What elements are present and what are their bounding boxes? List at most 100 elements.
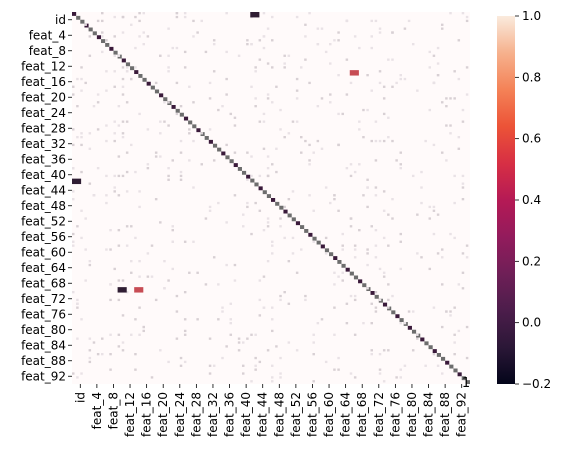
diagonal-cell — [92, 31, 97, 36]
heatmap-cell — [374, 229, 378, 232]
heatmap-cell — [212, 256, 216, 259]
heatmap-cell — [121, 349, 125, 352]
heatmap-cell — [440, 283, 444, 286]
heatmap-cell — [167, 360, 170, 364]
heatmap-cell — [125, 190, 129, 193]
heatmap-cell — [262, 35, 266, 38]
diagonal-cell — [420, 337, 425, 342]
heatmap-cell — [171, 46, 174, 50]
heatmap-cell — [167, 101, 170, 104]
heatmap-cell — [117, 229, 121, 232]
diagonal-cell — [101, 39, 106, 44]
heatmap-cell — [387, 58, 390, 61]
heatmap-cell — [130, 333, 133, 336]
heatmap-cell — [72, 291, 75, 294]
heatmap-cell — [416, 89, 419, 92]
heatmap-cell — [254, 356, 257, 360]
row-tick-label: feat_40 — [21, 168, 66, 182]
heatmap-cell — [76, 376, 79, 379]
diagonal-cell — [192, 124, 197, 129]
heatmap-cell — [308, 143, 311, 147]
heatmap-cell — [337, 112, 340, 116]
heatmap-cell — [407, 310, 411, 313]
heatmap-cell — [84, 248, 87, 251]
heatmap-cell — [96, 93, 100, 96]
heatmap-cell — [88, 263, 92, 267]
column-tick-label: id — [73, 392, 87, 403]
heatmap-cell — [212, 70, 216, 73]
row-tick-label: feat_60 — [21, 245, 66, 259]
heatmap-cell — [80, 143, 83, 147]
row-tick-label: feat_48 — [21, 199, 66, 213]
heatmap-cell — [229, 302, 233, 305]
heatmap-cell — [241, 213, 245, 216]
heatmap-cell — [391, 198, 394, 201]
column-tick-label: feat_52 — [289, 392, 303, 437]
row-tick-label: feat_64 — [21, 261, 66, 275]
diagonal-cell — [109, 46, 114, 51]
heatmap-cell — [320, 147, 324, 150]
heatmap-cell — [287, 54, 291, 57]
heatmap-cell — [337, 74, 340, 77]
heatmap-cell — [461, 12, 465, 15]
heatmap-cell — [345, 58, 349, 61]
heatmap-cell — [130, 225, 133, 228]
heatmap-cell — [117, 105, 121, 108]
heatmap-cell — [246, 151, 249, 154]
heatmap-cell — [457, 136, 461, 139]
heatmap-cell — [163, 287, 166, 290]
heatmap-cell — [312, 209, 315, 212]
heatmap-cell — [287, 132, 291, 135]
heatmap-cell — [183, 360, 187, 364]
heatmap-cell — [192, 186, 195, 189]
heatmap-cell — [445, 159, 448, 162]
heatmap-cell — [411, 310, 415, 313]
heatmap-cell — [80, 136, 83, 139]
heatmap-cell — [370, 349, 373, 352]
diagonal-cell — [411, 329, 417, 334]
diagonal-cell — [287, 213, 292, 218]
diagonal-cell — [316, 240, 321, 245]
heatmap-cell — [117, 279, 121, 282]
heatmap-cell — [432, 205, 436, 209]
heatmap-cell — [316, 139, 320, 143]
heatmap-cell — [72, 372, 75, 375]
heatmap-cell — [382, 85, 386, 88]
heatmap-cell — [295, 97, 299, 100]
heatmap-cell — [428, 217, 432, 220]
heatmap-cell — [324, 252, 328, 255]
column-tick-label: feat_44 — [256, 392, 270, 437]
heatmap-cell — [382, 139, 386, 143]
heatmap-cell — [121, 93, 125, 96]
heatmap-cell — [175, 46, 179, 50]
column-tick-label: feat_4 — [90, 392, 104, 429]
heatmap-cell — [366, 108, 369, 112]
heatmap-cell — [440, 23, 444, 26]
heatmap-cell — [283, 205, 286, 209]
heatmap-cell — [382, 97, 386, 100]
heatmap-cell — [362, 136, 365, 139]
heatmap-cell — [217, 283, 220, 286]
heatmap-cell — [121, 174, 125, 178]
heatmap-cell — [387, 136, 390, 139]
heatmap-cell — [295, 271, 299, 274]
heatmap-cell — [403, 364, 407, 367]
heatmap-cell — [101, 19, 104, 23]
diagonal-cell — [221, 151, 226, 156]
heatmap-cell — [266, 167, 270, 170]
heatmap-cell — [217, 318, 220, 321]
heatmap-cell — [445, 105, 448, 108]
heatmap-cell — [403, 322, 407, 325]
heatmap-cell — [175, 310, 179, 313]
heatmap-cell — [221, 310, 224, 313]
heatmap-cell — [76, 337, 79, 340]
heatmap-cell — [171, 159, 174, 162]
diagonal-cell — [382, 302, 388, 307]
heatmap-cell — [229, 333, 233, 336]
heatmap-cell — [188, 85, 191, 88]
heatmap-cell — [171, 225, 174, 228]
heatmap-cell — [291, 252, 295, 255]
heatmap-cell — [183, 12, 187, 15]
row-tick-label: feat_80 — [21, 323, 66, 337]
heatmap-cell — [457, 77, 461, 81]
